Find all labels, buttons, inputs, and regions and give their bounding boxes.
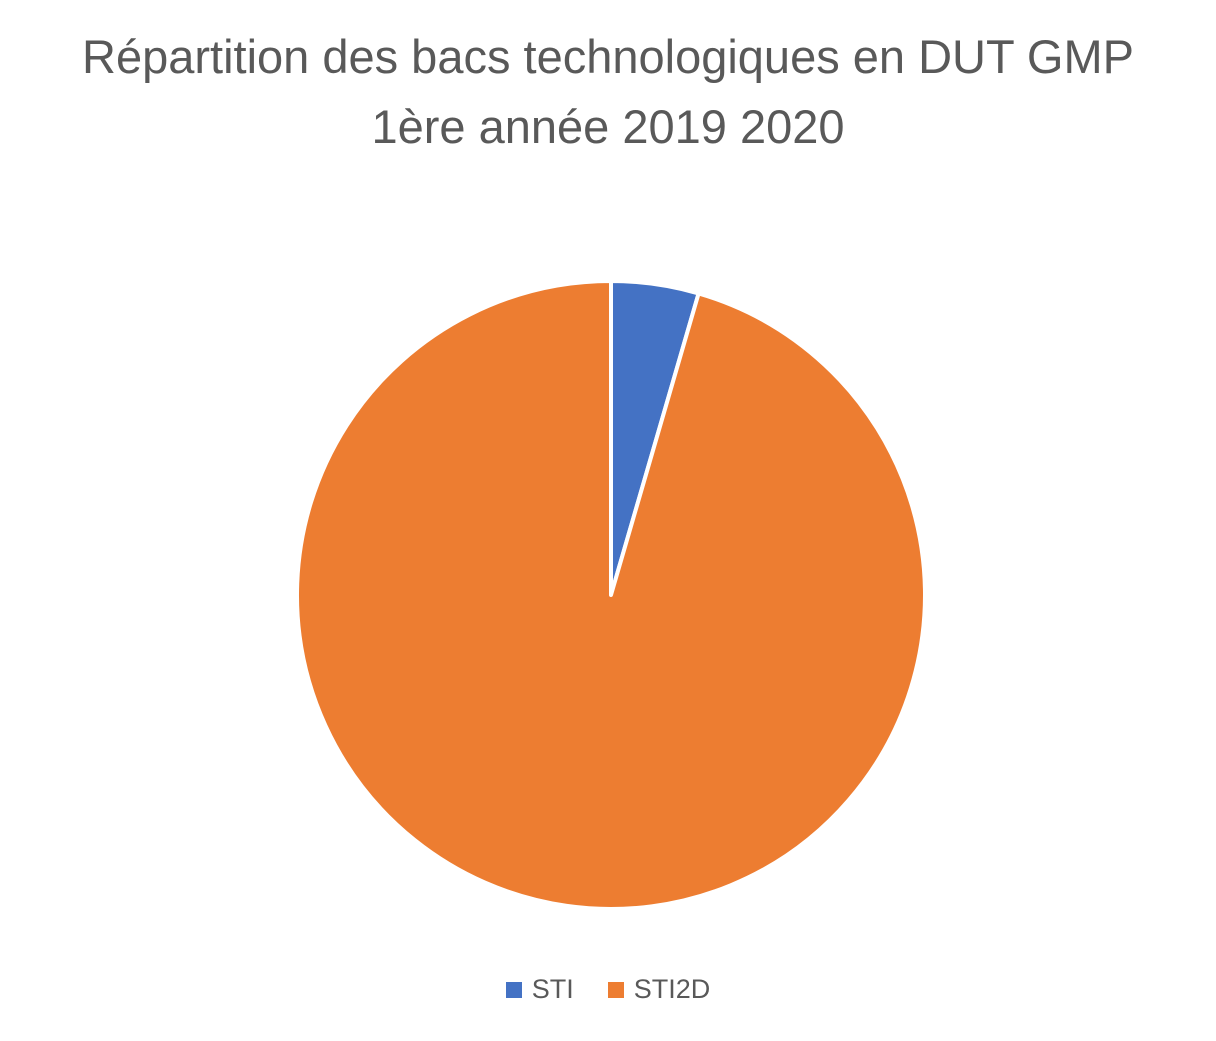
chart-title-line-2: 1ère année 2019 2020 <box>371 100 845 153</box>
chart-title-line-1: Répartition des bacs technologiques en D… <box>82 30 1134 83</box>
legend-label-sti: STI <box>531 974 574 1004</box>
chart-legend: STI STI2D <box>0 974 1216 1005</box>
legend-swatch-sti <box>505 981 522 998</box>
legend-swatch-sti2d <box>607 981 624 998</box>
legend-item-sti: STI <box>505 974 574 1005</box>
chart-title: Répartition des bacs technologiques en D… <box>0 22 1216 162</box>
legend-item-sti2d: STI2D <box>607 974 711 1005</box>
legend-label-sti2d: STI2D <box>633 974 711 1004</box>
pie-slice-sti2d <box>295 279 927 911</box>
